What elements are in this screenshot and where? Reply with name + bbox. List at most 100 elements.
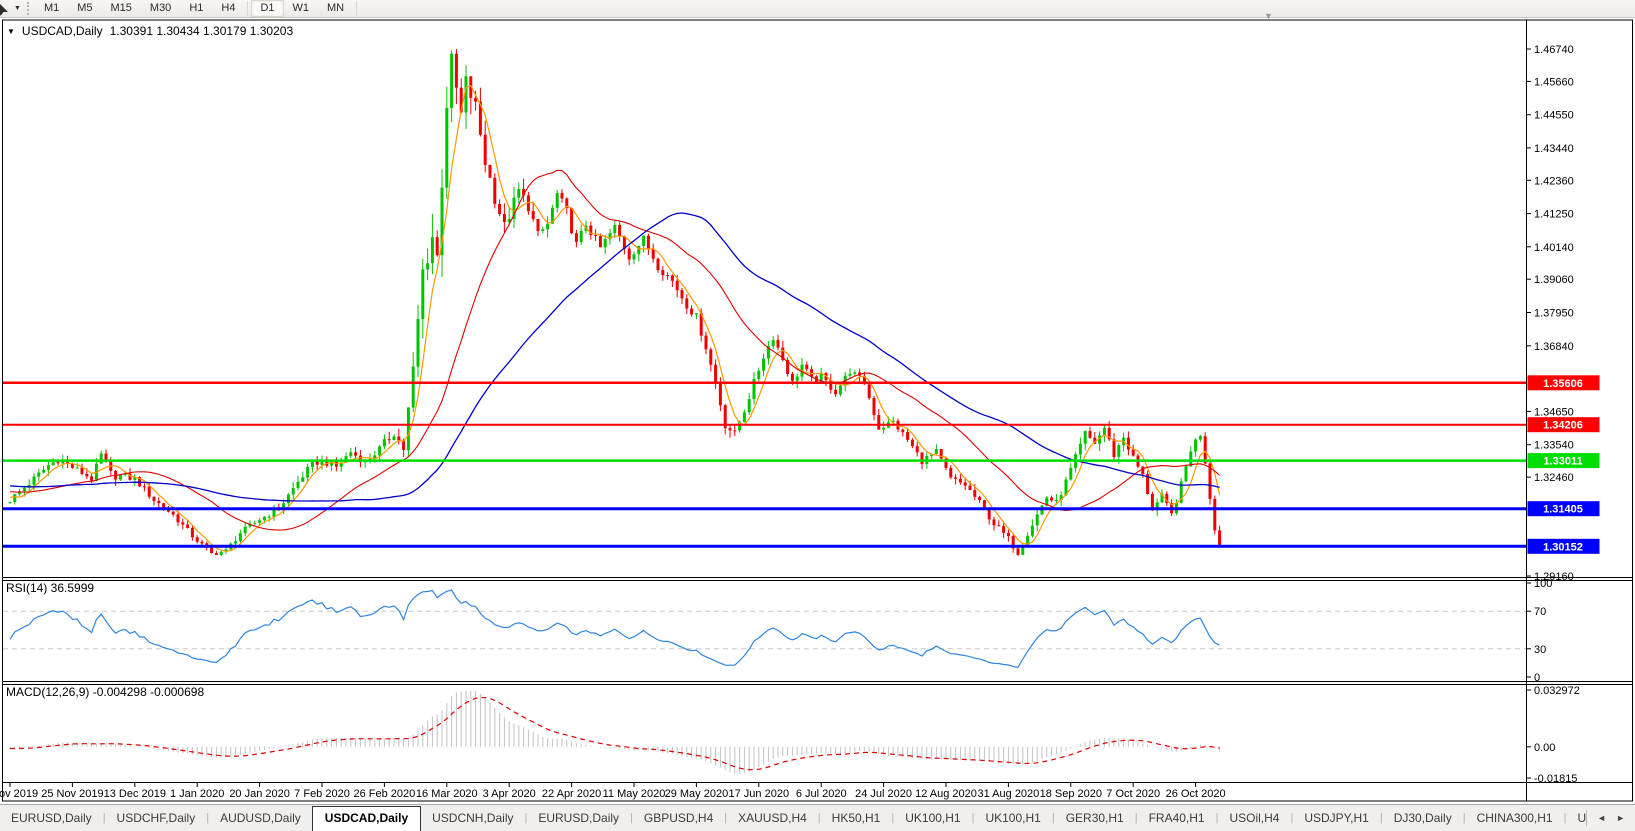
- candle-body: [411, 366, 415, 408]
- cursor-tool-icon[interactable]: [0, 2, 12, 16]
- chart-tab-eurusd-daily[interactable]: EURUSD,Daily: [11, 811, 92, 825]
- price-tick-label: 1.33540: [1534, 440, 1574, 452]
- candle-body: [1059, 495, 1063, 500]
- chart-tab-dj30-daily[interactable]: DJ30,Daily: [1393, 811, 1452, 825]
- tab-separator: |: [1290, 812, 1294, 824]
- price-tick-label: 1.41250: [1534, 209, 1574, 221]
- chart-tab-xauusd-h4[interactable]: XAUUSD,H4: [738, 811, 807, 825]
- candle-body: [982, 500, 986, 509]
- candle-body: [954, 477, 958, 479]
- timeframe-button-m30[interactable]: M30: [149, 2, 172, 14]
- candle-body: [13, 494, 17, 502]
- cursor-tool-dropdown-icon[interactable]: ▼: [14, 5, 21, 12]
- chart-tab-gbpusd-h4[interactable]: GBPUSD,H4: [643, 811, 714, 825]
- timeframe-button-m1[interactable]: M1: [43, 2, 60, 14]
- chart-tab-china300-h1[interactable]: CHINA300,H1: [1476, 811, 1553, 825]
- candle-body: [18, 491, 22, 495]
- tab-scroll-arrows: ◄ ►: [1586, 810, 1635, 826]
- candle-body: [1064, 479, 1068, 496]
- candle-body: [627, 248, 631, 260]
- candle-body: [1069, 467, 1073, 480]
- tab-scroll-right-icon[interactable]: ►: [1616, 813, 1625, 823]
- candle-body: [469, 76, 473, 98]
- timeframe-button-w1[interactable]: W1: [292, 2, 310, 14]
- candle-body: [546, 223, 550, 230]
- candle-body: [478, 101, 482, 135]
- candle-body: [786, 360, 790, 374]
- toolbar-grip[interactable]: [26, 2, 29, 15]
- chart-tab-hk50-h1[interactable]: HK50,H1: [831, 811, 881, 825]
- candle-body: [1030, 525, 1034, 536]
- price-chart-canvas[interactable]: 1.35606 1.34206 1.33011 1.31405 1.30152 1.467…: [0, 18, 1635, 805]
- chart-tab-usdjpy-h1[interactable]: USDJPY,H1: [1304, 811, 1369, 825]
- candle-body: [565, 198, 569, 208]
- candle-body: [728, 428, 732, 431]
- candle-body: [502, 214, 506, 222]
- candle-body: [195, 537, 199, 542]
- price-tick-label: 1.39060: [1534, 274, 1574, 286]
- timeframe-button-m5[interactable]: M5: [77, 2, 93, 14]
- candle-body: [128, 473, 132, 480]
- candle-body: [253, 522, 257, 524]
- macd-tick-label: -0.01815: [1534, 773, 1577, 785]
- tab-separator: |: [1134, 812, 1138, 824]
- candle-body: [757, 370, 761, 379]
- timeframe-button-h1[interactable]: H1: [189, 2, 204, 14]
- candle-body: [488, 164, 492, 178]
- title-collapse-icon[interactable]: ▼: [7, 26, 15, 36]
- candle-body: [1093, 437, 1097, 444]
- candle-body: [675, 280, 679, 291]
- date-tick-label: 6 Nov 2019: [0, 788, 38, 800]
- timeframe-button-h4[interactable]: H4: [221, 2, 236, 14]
- chart-tab-ger30-h1[interactable]: GER30,H1: [1065, 811, 1124, 825]
- date-tick-label: 11 May 2020: [603, 788, 666, 800]
- chart-tab-uk100-h1[interactable]: UK100,H1: [905, 811, 961, 825]
- hline-badge-label: 1.33011: [1543, 456, 1582, 468]
- splitter-arrow-icon[interactable]: ▼: [1264, 11, 1273, 21]
- candle-body: [790, 373, 794, 381]
- timeframe-button-d1[interactable]: D1: [251, 0, 284, 17]
- chart-tab-fra40-h1[interactable]: FRA40,H1: [1148, 811, 1205, 825]
- chart-tab-usoil-h4[interactable]: USOil,H4: [1229, 811, 1280, 825]
- candle-body: [598, 235, 602, 248]
- tab-separator: |: [1051, 812, 1055, 824]
- rsi-tick-label: 100: [1534, 578, 1552, 590]
- timeframe-button-mn[interactable]: MN: [327, 2, 345, 14]
- candle-body: [354, 452, 358, 456]
- candle-body: [738, 422, 742, 431]
- rsi-line: [9, 589, 1220, 668]
- candle-body: [42, 469, 46, 473]
- candle-body: [152, 496, 156, 501]
- chart-tab-uk100-h1[interactable]: UK100,H1: [985, 811, 1041, 825]
- chart-tab-audusd-daily[interactable]: AUDUSD,Daily: [220, 811, 301, 825]
- hline-badge: [1527, 501, 1600, 517]
- candle-body: [522, 189, 526, 196]
- price-tick-label: 1.44550: [1534, 110, 1574, 122]
- candle-body: [690, 308, 694, 315]
- candle-body: [181, 522, 185, 525]
- candle-body: [267, 516, 271, 518]
- candle-body: [987, 508, 991, 520]
- date-tick-label: 31 Aug 2020: [978, 788, 1040, 800]
- candle-body: [1146, 474, 1150, 494]
- chart-tab-usdchf-daily[interactable]: USDCHF,Daily: [116, 811, 196, 825]
- tab-scroll-left-icon[interactable]: ◄: [1597, 813, 1607, 823]
- candle-body: [358, 455, 362, 463]
- timeframe-button-m15[interactable]: M15: [110, 2, 132, 14]
- candle-body: [1131, 449, 1135, 456]
- chart-tab-usdcnh-daily[interactable]: USDCNH,Daily: [432, 811, 514, 825]
- candle-body: [37, 472, 41, 477]
- candle-body: [310, 460, 314, 467]
- candle-body: [968, 485, 972, 490]
- tab-separator: |: [1563, 812, 1567, 824]
- candle-body: [709, 349, 713, 365]
- candle-body: [512, 197, 516, 220]
- price-tick-label: 1.45660: [1534, 76, 1574, 88]
- candle-body: [536, 219, 540, 231]
- candle-body: [162, 503, 166, 509]
- chart-tab-eurusd-daily[interactable]: EURUSD,Daily: [538, 811, 620, 825]
- candle-body: [637, 246, 641, 255]
- chart-tab-usoil-h1[interactable]: USOil,H1: [1577, 811, 1587, 825]
- chart-tab-usdcad-daily[interactable]: USDCAD,Daily: [311, 806, 422, 831]
- candle-body: [464, 76, 468, 113]
